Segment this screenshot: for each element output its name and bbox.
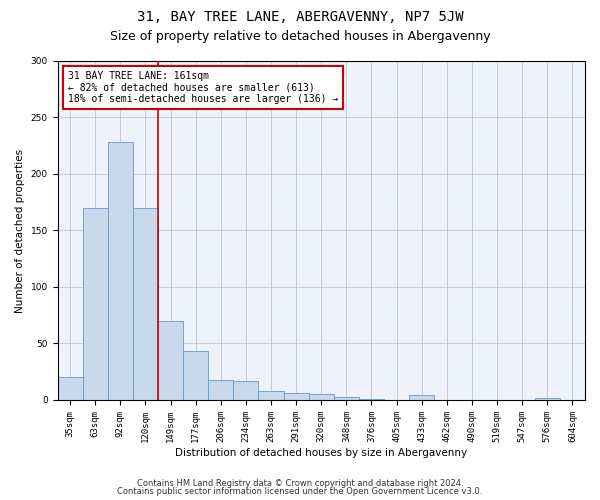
Bar [83, 208, 108, 400]
Bar [309, 394, 334, 400]
Bar [334, 396, 359, 400]
Bar [58, 378, 83, 400]
Text: Size of property relative to detached houses in Abergavenny: Size of property relative to detached ho… [110, 30, 490, 43]
X-axis label: Distribution of detached houses by size in Abergavenny: Distribution of detached houses by size … [175, 448, 467, 458]
Text: 31, BAY TREE LANE, ABERGAVENNY, NP7 5JW: 31, BAY TREE LANE, ABERGAVENNY, NP7 5JW [137, 10, 463, 24]
Bar [409, 396, 434, 400]
Bar [158, 321, 183, 400]
Y-axis label: Number of detached properties: Number of detached properties [15, 148, 25, 312]
Bar [259, 391, 284, 400]
Bar [183, 352, 208, 400]
Bar [108, 142, 133, 400]
Bar [535, 398, 560, 400]
Bar [233, 381, 259, 400]
Bar [208, 380, 233, 400]
Bar [284, 393, 309, 400]
Bar [359, 399, 384, 400]
Text: Contains HM Land Registry data © Crown copyright and database right 2024.: Contains HM Land Registry data © Crown c… [137, 478, 463, 488]
Bar [133, 208, 158, 400]
Text: 31 BAY TREE LANE: 161sqm
← 82% of detached houses are smaller (613)
18% of semi-: 31 BAY TREE LANE: 161sqm ← 82% of detach… [68, 71, 338, 104]
Text: Contains public sector information licensed under the Open Government Licence v3: Contains public sector information licen… [118, 487, 482, 496]
